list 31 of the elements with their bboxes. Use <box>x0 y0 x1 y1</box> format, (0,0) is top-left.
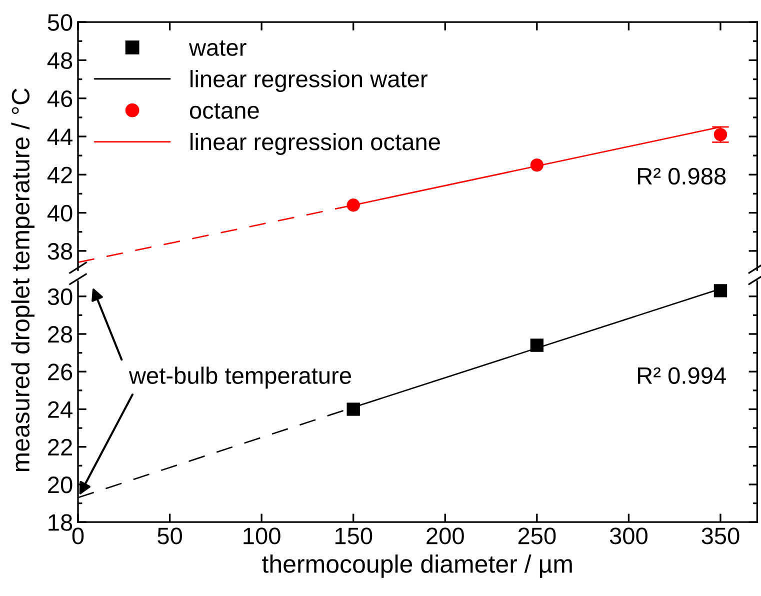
y-tick-label: 42 <box>47 166 72 184</box>
x-tick-label: 150 <box>335 528 372 544</box>
x-tick-label: 100 <box>244 528 280 544</box>
annotation: R² 0.994 <box>638 367 726 384</box>
y-tick-label: 24 <box>48 401 72 418</box>
y-axis-title: measured droplet temperature / °C <box>11 88 34 472</box>
x-tick-label: 350 <box>702 528 740 544</box>
x-tick-label: 0 <box>72 528 84 544</box>
y-tick-label: 30 <box>48 288 72 306</box>
y-tick-label: 22 <box>48 438 72 456</box>
x-axis-title: thermocouple diameter / µm <box>262 554 572 578</box>
x-tick-label: 250 <box>518 528 556 544</box>
x-tick-label: 300 <box>610 528 648 544</box>
y-tick-label: 20 <box>48 476 72 494</box>
y-tick-label: 48 <box>47 52 72 69</box>
y-tick-label: 38 <box>48 242 72 260</box>
legend-label: octane <box>190 103 259 119</box>
y-tick-label: 28 <box>48 326 72 343</box>
annotation: R² 0.988 <box>638 168 726 185</box>
y-tick-label: 18 <box>48 514 72 531</box>
legend-label: water <box>188 40 246 56</box>
legend-label: linear regression water <box>190 70 428 92</box>
y-tick-label: 40 <box>47 204 72 222</box>
x-tick-label: 50 <box>158 528 182 544</box>
y-tick-label: 26 <box>48 364 72 380</box>
x-tick-label: 200 <box>426 528 464 544</box>
y-tick-label: 44 <box>47 128 72 146</box>
legend-label: linear regression octane <box>190 132 440 155</box>
y-tick-label: 50 <box>48 14 72 31</box>
annotation: wet-bulb temperature <box>128 366 351 389</box>
y-tick-label: 46 <box>47 90 72 108</box>
